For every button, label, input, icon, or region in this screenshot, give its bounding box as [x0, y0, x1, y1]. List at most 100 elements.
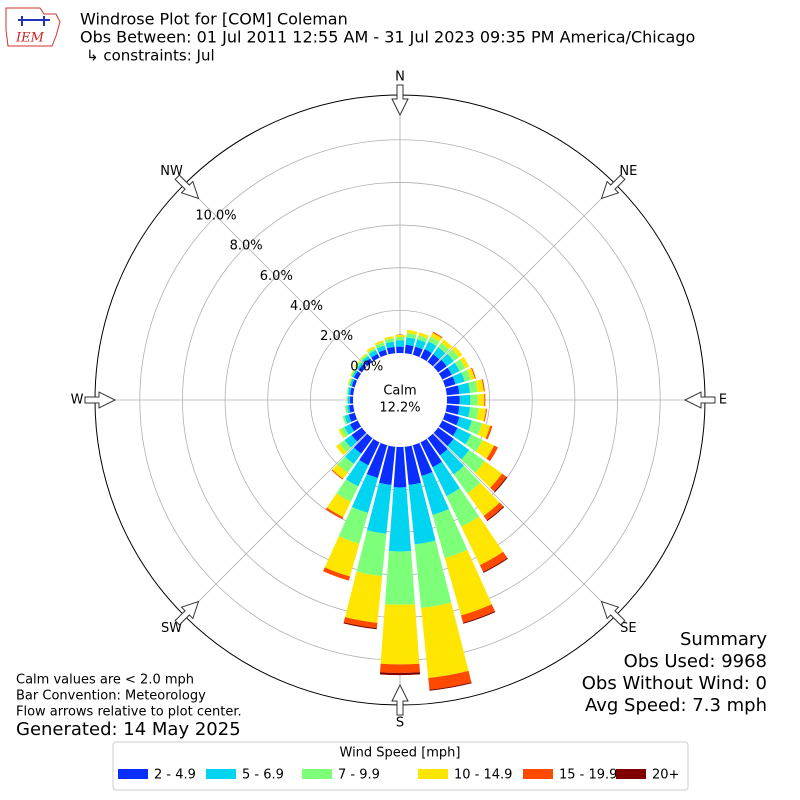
bar-segment [339, 439, 352, 453]
bar-segment [360, 354, 369, 361]
bar-segment [485, 425, 493, 440]
bar-segment [486, 445, 498, 462]
logo: IEM [5, 7, 61, 47]
legend-swatch [616, 769, 646, 779]
bar-segment [475, 379, 484, 393]
bar-segment [468, 380, 478, 393]
bar-segment [447, 349, 459, 362]
bar-segment [380, 663, 420, 674]
bar-segment [467, 482, 500, 516]
bar-segment [428, 670, 472, 690]
bar-segment [463, 611, 496, 624]
bar-segment [457, 382, 471, 394]
radial-grid-line [184, 432, 368, 616]
r-tick-label: 0.0% [350, 359, 383, 374]
bar-segment [452, 372, 465, 385]
bar-segment [483, 557, 508, 573]
bar-segment [350, 387, 355, 396]
direction-label: NW [160, 164, 183, 179]
bar-segment [346, 386, 350, 395]
bar-segment [346, 405, 351, 414]
bar-segment [429, 682, 472, 691]
bar-segment [395, 337, 405, 341]
bar-segment [477, 393, 485, 407]
bar-segment [342, 415, 348, 425]
bar-segment [384, 336, 394, 340]
bar-segment [351, 427, 367, 442]
bar-segment [358, 364, 367, 373]
bar-segment [348, 378, 353, 386]
bar-segment [395, 340, 405, 347]
bar-segment [336, 479, 359, 502]
bar-segment [350, 420, 362, 432]
legend: 2 - 4.9 5 - 6.9 7 - 9.9 10 - 14.9 15 - 19.9 2… [118, 768, 679, 783]
bar-segment [421, 472, 449, 515]
bar-segment [408, 482, 436, 545]
bar-segment [445, 385, 460, 396]
note-line: Flow arrows relative to plot center. [16, 705, 242, 720]
bar-segment [353, 371, 362, 380]
bar-segment [454, 359, 466, 372]
bar-segment [346, 396, 348, 404]
bar-segment [385, 551, 415, 605]
bar-segment [350, 368, 355, 377]
bar-segment [347, 387, 352, 395]
calm-label: Calm [383, 384, 416, 399]
bar-segment [483, 408, 488, 422]
radial-grid-line [432, 184, 616, 368]
summary-line: Avg Speed: 7.3 mph [585, 695, 767, 716]
bar-segment [442, 412, 460, 426]
bar-segment [428, 336, 440, 347]
bar-segment [461, 369, 471, 382]
bar-segment [396, 346, 404, 354]
bar-segment [427, 354, 440, 367]
bar-segment [366, 442, 388, 479]
bar-segment [406, 333, 417, 339]
r-tick-label: 2.0% [320, 329, 353, 344]
bar-segment [348, 404, 355, 413]
bar-segment [424, 341, 437, 354]
bar-segment [379, 672, 421, 676]
bar-segment [356, 530, 387, 577]
bar-segment [356, 362, 364, 371]
bar-segment [338, 428, 346, 439]
bar-segment [486, 506, 505, 522]
bar-segment [461, 516, 504, 566]
bar-segment [376, 345, 386, 353]
bar-segment [354, 360, 361, 368]
summary-line: Summary [680, 629, 767, 650]
bar-segment [345, 571, 383, 623]
bar-segment [362, 355, 371, 364]
bar-segment [432, 331, 443, 339]
bar-segment [349, 378, 355, 387]
legend-label: 20+ [652, 768, 679, 783]
bar-segment [412, 346, 423, 358]
direction-label: SE [620, 621, 636, 636]
bar-segment [453, 465, 481, 494]
bar-segment [441, 339, 453, 350]
bar-segment [366, 346, 375, 353]
bar-segment [364, 358, 373, 367]
bar-segment [368, 350, 378, 358]
bar-segment [433, 347, 446, 360]
bar-segment [347, 396, 350, 404]
r-tick-label: 4.0% [290, 299, 323, 314]
bar-segment [326, 493, 351, 518]
bar-segment [433, 427, 454, 447]
logo-outline [5, 7, 61, 47]
bar-segment [393, 446, 407, 488]
bar-segment [452, 346, 463, 358]
flow-arrow [683, 391, 716, 409]
bar-segment [470, 394, 478, 406]
summary-line: Obs Used: 9968 [624, 651, 767, 672]
bar-segment [420, 349, 432, 362]
bar-segment [378, 349, 388, 358]
flow-arrow [600, 600, 626, 626]
bar-segment [476, 407, 487, 422]
bar-segment [468, 407, 479, 420]
flow-arrow [84, 391, 117, 409]
flow-arrow [391, 683, 409, 716]
direction-label: N [395, 70, 405, 85]
